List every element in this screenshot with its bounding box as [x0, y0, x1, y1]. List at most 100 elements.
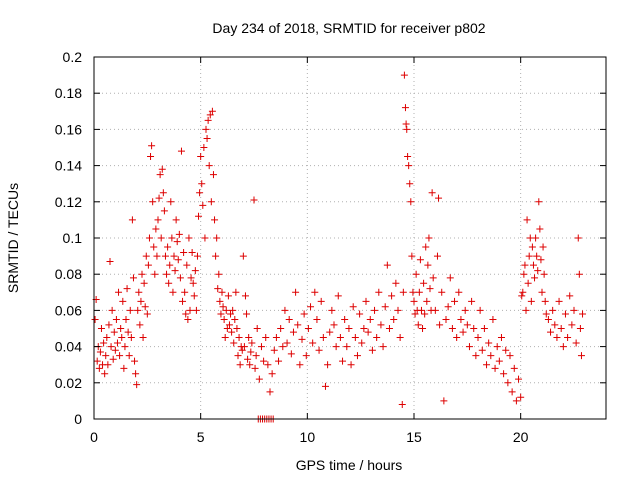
data-point — [411, 310, 419, 318]
data-point — [311, 288, 319, 296]
data-point — [495, 357, 503, 365]
data-point — [153, 252, 161, 260]
data-point — [234, 352, 242, 360]
data-point — [191, 267, 199, 275]
data-point — [135, 288, 143, 296]
data-point — [260, 357, 268, 365]
data-point — [356, 310, 364, 318]
data-point — [179, 297, 187, 305]
data-point — [410, 297, 418, 305]
data-point — [144, 261, 152, 269]
data-point — [461, 306, 469, 314]
data-point — [315, 346, 323, 354]
data-point — [221, 334, 229, 342]
data-point — [523, 216, 531, 224]
data-point — [575, 270, 583, 278]
data-point — [157, 234, 165, 242]
data-point — [212, 252, 220, 260]
data-point — [195, 212, 203, 220]
data-point — [493, 343, 501, 351]
data-point — [531, 274, 539, 282]
data-point — [321, 382, 329, 390]
data-point — [559, 343, 567, 351]
x-tick-label: 5 — [197, 429, 205, 445]
data-point — [553, 334, 561, 342]
data-point — [131, 357, 139, 365]
data-point — [459, 328, 467, 336]
data-point — [512, 397, 520, 405]
data-point — [172, 216, 180, 224]
data-point — [442, 315, 450, 323]
data-point — [431, 306, 439, 314]
data-point — [202, 125, 210, 133]
data-point — [528, 243, 536, 251]
data-point — [551, 321, 559, 329]
data-point — [248, 339, 256, 347]
data-point — [214, 285, 222, 293]
data-point — [245, 334, 253, 342]
data-point — [156, 171, 164, 179]
data-point — [244, 355, 252, 363]
data-point — [497, 334, 505, 342]
data-point — [253, 325, 261, 332]
data-point — [188, 248, 196, 256]
data-point — [109, 355, 117, 363]
data-point — [203, 134, 211, 142]
data-point — [189, 279, 197, 287]
data-point — [231, 315, 239, 323]
data-point — [343, 343, 351, 351]
data-point — [132, 370, 140, 378]
data-point — [404, 153, 412, 161]
data-point — [304, 325, 312, 332]
data-point — [184, 315, 192, 323]
data-point — [566, 292, 574, 300]
data-point — [182, 310, 190, 318]
data-point — [176, 274, 184, 282]
data-point — [292, 288, 300, 296]
data-point — [429, 274, 437, 282]
data-point — [533, 252, 541, 260]
axis-ticks: 0 0.02 0.04 0.06 0.08 0.1 0.12 0.14 0.16 0.18 0.2 0… — [55, 49, 606, 445]
data-point — [457, 315, 465, 323]
data-point — [124, 328, 132, 336]
data-point — [419, 325, 427, 332]
data-point — [201, 234, 209, 242]
data-point — [366, 315, 374, 323]
data-point — [117, 325, 125, 332]
data-point — [476, 306, 484, 314]
data-point — [444, 303, 452, 311]
data-point — [228, 328, 236, 336]
data-point — [485, 339, 493, 347]
data-point — [220, 315, 228, 323]
data-point — [396, 334, 404, 342]
data-point — [524, 279, 532, 287]
data-point — [508, 388, 516, 396]
data-point — [126, 306, 134, 314]
data-point — [251, 364, 259, 372]
data-point — [373, 334, 381, 342]
data-point — [332, 343, 340, 351]
data-point — [294, 321, 302, 329]
data-point — [236, 361, 244, 369]
data-point — [472, 352, 480, 360]
data-point — [181, 288, 189, 296]
data-point — [570, 306, 578, 314]
data-point — [111, 346, 119, 354]
data-point — [151, 270, 159, 278]
data-point — [423, 297, 431, 305]
data-point — [448, 325, 456, 332]
y-tick-label: 0.2 — [63, 49, 83, 65]
data-point — [150, 243, 158, 251]
data-point — [500, 370, 508, 378]
data-point — [241, 292, 249, 300]
data-point — [91, 315, 99, 323]
data-point — [502, 346, 510, 354]
data-point — [326, 328, 334, 336]
data-point — [120, 364, 128, 372]
data-point — [324, 361, 332, 369]
data-point — [125, 352, 133, 360]
data-point — [233, 325, 241, 332]
data-point — [317, 297, 325, 305]
data-point — [420, 279, 428, 287]
data-point — [557, 325, 565, 332]
